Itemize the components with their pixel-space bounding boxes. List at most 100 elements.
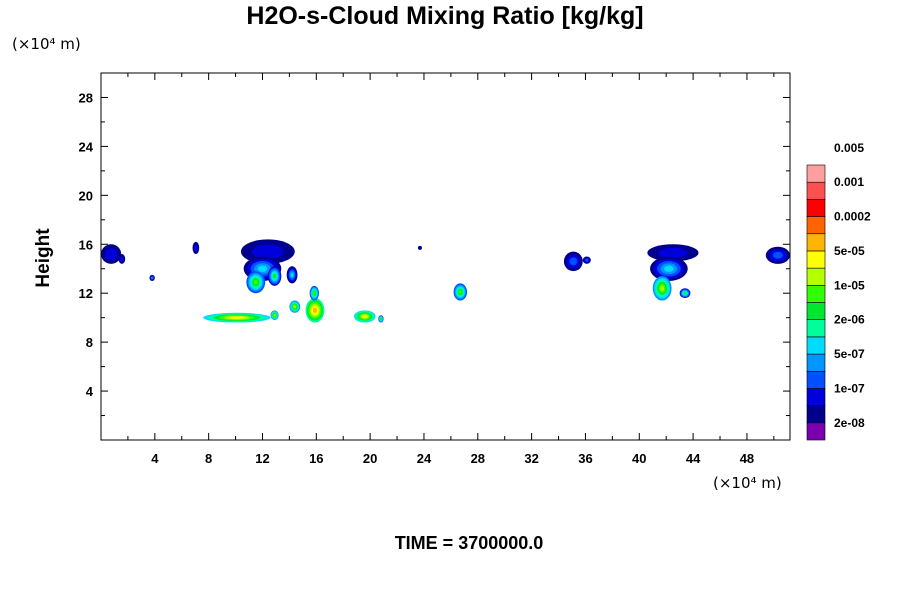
cloud-cell — [119, 256, 124, 262]
cloud-cell — [229, 316, 245, 319]
cloud-cell — [313, 291, 316, 295]
cloud-cell — [252, 244, 284, 259]
cloud-cell — [290, 272, 294, 278]
colorbar-label: 0.001 — [834, 175, 864, 189]
cloud-cell — [458, 290, 462, 294]
y-tick-label: 8 — [86, 335, 93, 350]
cloud-region-3 — [192, 241, 200, 255]
y-tick-label: 20 — [79, 188, 93, 203]
y-tick-label: 4 — [86, 384, 94, 399]
cloud-cell — [660, 285, 665, 291]
x-tick-label: 24 — [417, 451, 432, 466]
colorbar-swatch — [806, 422, 826, 441]
colorbar-swatch — [806, 216, 826, 235]
y-tick-label: 24 — [79, 139, 94, 154]
chart-title: H2O-s-Cloud Mixing Ratio [kg/kg] — [246, 2, 643, 30]
cloud-cell — [293, 305, 296, 308]
cloud-cell — [380, 318, 382, 320]
cloud-region-10 — [270, 310, 279, 321]
cloud-cell — [105, 248, 117, 260]
cloud-cell — [585, 258, 589, 262]
colorbar-swatch — [806, 319, 826, 338]
colorbar-label: 0.0002 — [834, 210, 871, 224]
x-tick-label: 12 — [255, 451, 269, 466]
colorbar-swatch — [806, 181, 826, 200]
cloud-cell — [362, 315, 368, 318]
x-tick-label: 28 — [471, 451, 485, 466]
cloud-cell — [569, 257, 578, 266]
colorbar-swatch — [806, 388, 826, 406]
colorbar-swatch — [806, 405, 826, 424]
cloud-region-14 — [353, 310, 376, 323]
y-tick-label: 12 — [79, 286, 93, 301]
colorbar-swatch — [806, 370, 826, 389]
x-tick-label: 20 — [363, 451, 377, 466]
cloud-cell — [273, 314, 276, 317]
cloud-region-6 — [246, 271, 266, 294]
cloud-cell — [151, 276, 153, 279]
x-tick-label: 16 — [309, 451, 323, 466]
plot-area — [101, 239, 790, 323]
cloud-cell — [273, 273, 277, 279]
y-axis-label: Height — [33, 228, 54, 288]
colorbar-label: 1e-07 — [834, 381, 865, 395]
colorbar-label: 1e-05 — [834, 278, 865, 292]
colorbar-swatch — [806, 164, 826, 183]
y-tick-label: 28 — [79, 90, 93, 105]
cloud-cell — [658, 247, 688, 258]
colorbar-swatch — [806, 267, 826, 286]
cloud-region-13 — [309, 285, 320, 301]
x-tick-label: 32 — [524, 451, 538, 466]
x-tick-label: 36 — [578, 451, 592, 466]
colorbar-label: 5e-05 — [834, 244, 865, 258]
cloud-region-2 — [149, 274, 155, 281]
cloud-region-9 — [203, 312, 271, 323]
cloud-region-22 — [679, 288, 691, 299]
cloud-region-17 — [563, 251, 583, 272]
colorbar-label: 5e-07 — [834, 347, 865, 361]
cloud-region-21 — [652, 276, 672, 301]
x-tick-label: 8 — [205, 451, 212, 466]
cloud-cell — [312, 307, 318, 314]
colorbar-swatch — [806, 233, 826, 252]
cloud-region-12 — [305, 298, 325, 323]
colorbar: 2e-08 1e-07 5e-07 2e-06 1e-05 5e-05 0.0002 0.00… — [806, 141, 871, 441]
cloud-cell — [193, 244, 198, 252]
plot-frame — [100, 72, 791, 441]
colorbar-swatch — [806, 302, 826, 320]
y-tick-label: 16 — [79, 237, 93, 252]
cloud-region-8 — [286, 266, 298, 284]
cloud-region-20 — [650, 256, 688, 281]
cloud-cell — [772, 251, 783, 259]
x-tick-label: 4 — [151, 451, 159, 466]
colorbar-swatch — [806, 353, 826, 372]
colorbar-swatch — [806, 285, 826, 303]
cloud-region-15 — [378, 315, 384, 323]
cloud-region-0 — [101, 244, 122, 264]
x-tick-label: 44 — [686, 451, 701, 466]
colorbar-swatch — [806, 336, 826, 355]
colorbar-swatch — [806, 250, 826, 269]
cloud-region-7 — [267, 266, 282, 286]
cloud-cell — [664, 265, 674, 272]
time-label: TIME = 3700000.0 — [395, 533, 544, 553]
cloud-cell — [683, 292, 687, 295]
cloud-region-24 — [417, 245, 422, 250]
cloud-region-11 — [289, 300, 301, 313]
cloud-cell — [253, 279, 258, 285]
colorbar-label: 2e-08 — [834, 416, 865, 430]
cloud-region-19 — [647, 244, 699, 262]
cloud-cell — [257, 265, 268, 272]
colorbar-swatch — [806, 199, 826, 217]
colorbar-label: 0.005 — [834, 141, 864, 155]
x-tick-label: 48 — [740, 451, 754, 466]
colorbar-label: 2e-06 — [834, 313, 865, 327]
cloud-region-23 — [765, 246, 790, 264]
cloud-region-16 — [453, 283, 468, 301]
y-axis-unit: (×10⁴ m) — [12, 35, 81, 53]
cloud-cell — [417, 245, 422, 250]
x-tick-label: 40 — [632, 451, 646, 466]
x-axis-unit: (×10⁴ m) — [713, 474, 782, 492]
